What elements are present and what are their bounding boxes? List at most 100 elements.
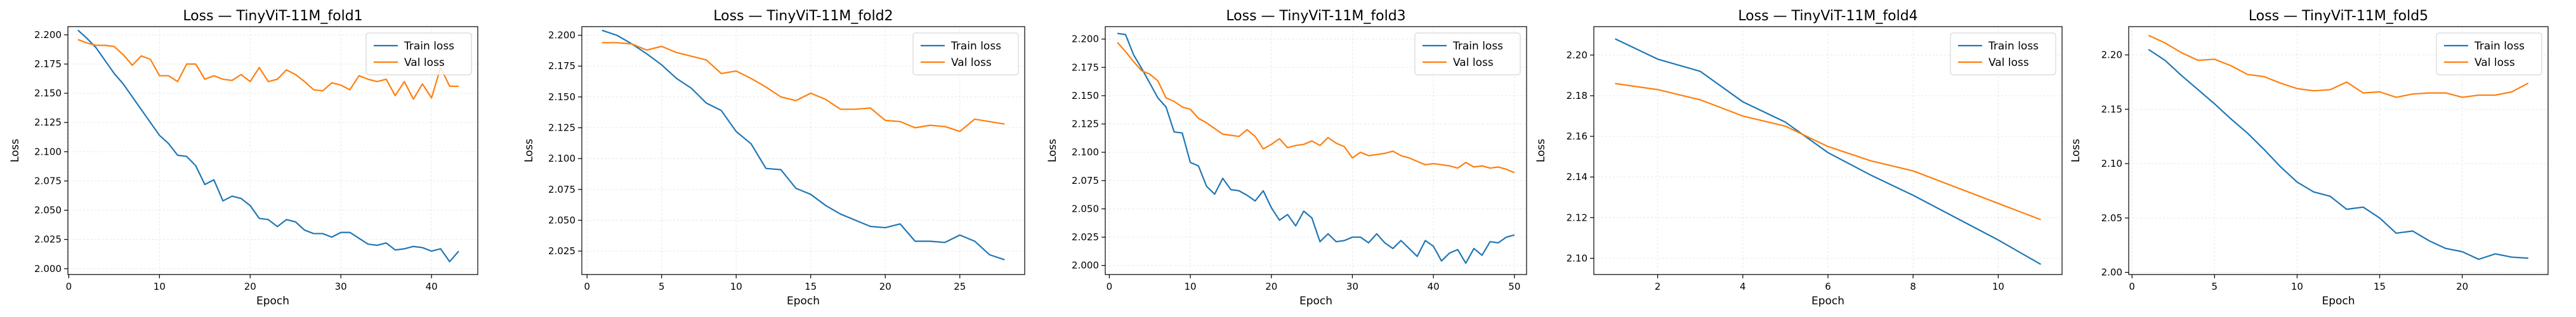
x-axis-label: Epoch — [256, 295, 289, 307]
chart-panel: 0 10 20 30 40 50 2.000 2.025 2.050 2.075 2.100 2.12… — [1046, 8, 1527, 307]
y-tick-label: 2.100 — [1072, 146, 1099, 158]
legend-label: Train loss — [1452, 40, 1503, 53]
legend: Train loss Val loss — [2436, 32, 2542, 75]
x-tick-label: 5 — [2212, 281, 2218, 292]
chart-panel: 0 10 20 30 40 2.000 2.025 2.050 2.075 2.100 2.125 2… — [9, 8, 478, 307]
x-axis-label: Epoch — [1299, 295, 1332, 307]
x-tick-label: 0 — [2129, 281, 2135, 292]
legend-box — [912, 32, 1019, 75]
y-tick-label: 2.05 — [2101, 212, 2122, 224]
x-tick-label: 10 — [730, 281, 742, 292]
chart-panel: 2 4 6 8 10 2.10 2.12 2.14 2.16 2.18 2.20 Loss — Tin… — [1535, 8, 2063, 307]
x-tick-label: 40 — [426, 281, 438, 292]
x-axis-label: Epoch — [787, 295, 820, 307]
plot-frame — [1593, 26, 2063, 275]
val-loss-line — [77, 39, 459, 100]
chart-title: Loss — TinyViT-11M_fold4 — [1738, 8, 1917, 24]
legend-label: Train loss — [950, 40, 1001, 53]
train-loss-line — [2148, 49, 2528, 261]
y-axis-label: Loss — [523, 139, 536, 162]
y-tick-label: 2.000 — [1072, 260, 1099, 271]
y-tick-label: 2.125 — [548, 122, 575, 134]
plot-frame — [2128, 26, 2549, 275]
y-tick-label: 2.150 — [548, 91, 575, 103]
y-tick-label: 2.125 — [1072, 119, 1099, 130]
y-tick-label: 2.100 — [548, 153, 575, 164]
val-loss-line — [1117, 42, 1515, 174]
x-tick-label: 0 — [66, 281, 72, 292]
x-tick-label: 10 — [1992, 281, 2004, 292]
x-tick-label: 15 — [2374, 281, 2386, 292]
x-tick-label: 30 — [1346, 281, 1358, 292]
x-tick-label: 10 — [154, 281, 166, 292]
x-tick-label: 0 — [1107, 281, 1113, 292]
plot-frame — [581, 26, 1025, 275]
x-tick-label: 10 — [2291, 281, 2303, 292]
x-tick-label: 50 — [1508, 281, 1520, 292]
val-loss-line — [2148, 34, 2529, 98]
x-tick-label: 2 — [1655, 281, 1661, 292]
y-axis-label: Loss — [2070, 139, 2082, 162]
y-tick-label: 2.12 — [1567, 212, 1587, 223]
legend-label: Train loss — [2474, 40, 2525, 53]
legend-box — [2436, 32, 2542, 75]
y-tick-label: 2.15 — [2101, 103, 2122, 115]
x-tick-label: 40 — [1428, 281, 1440, 292]
y-tick-label: 2.025 — [34, 234, 62, 245]
x-axis-label: Epoch — [2322, 295, 2355, 307]
x-tick-label: 0 — [584, 281, 590, 292]
val-loss-line — [1615, 82, 2041, 221]
train-loss-line — [1117, 32, 1515, 264]
train-loss-line — [1615, 38, 2041, 265]
y-tick-label: 2.075 — [1072, 175, 1099, 186]
legend-label: Val loss — [2474, 56, 2515, 69]
chart-panel: 0 5 10 15 20 2.00 2.05 2.10 2.15 2.20 Loss — TinyV… — [2070, 8, 2549, 307]
x-tick-label: 20 — [244, 281, 256, 292]
y-tick-label: 2.050 — [548, 214, 575, 226]
y-tick-label: 2.050 — [34, 205, 62, 216]
y-tick-label: 2.100 — [34, 146, 62, 157]
y-axis-label: Loss — [1046, 139, 1059, 162]
y-tick-label: 2.050 — [1072, 203, 1099, 214]
legend-box — [1414, 32, 1521, 75]
y-tick-label: 2.150 — [1072, 90, 1099, 101]
x-tick-label: 8 — [1910, 281, 1916, 292]
legend-box — [1950, 32, 2056, 75]
y-tick-label: 2.175 — [548, 60, 575, 72]
y-axis-label: Loss — [1535, 139, 1548, 162]
y-tick-label: 2.125 — [34, 117, 62, 128]
y-tick-label: 2.025 — [1072, 231, 1099, 243]
y-tick-label: 2.150 — [34, 87, 62, 99]
x-tick-label: 30 — [335, 281, 347, 292]
y-tick-label: 2.175 — [34, 58, 62, 70]
legend: Train loss Val loss — [1950, 32, 2056, 75]
x-tick-label: 5 — [659, 281, 665, 292]
legend-label: Train loss — [404, 40, 454, 53]
x-tick-label: 4 — [1740, 281, 1746, 292]
train-loss-line — [77, 29, 459, 262]
y-tick-label: 2.10 — [2101, 158, 2122, 169]
x-axis-label: Epoch — [1811, 295, 1844, 307]
y-tick-label: 2.14 — [1567, 171, 1587, 183]
y-tick-label: 2.20 — [1567, 49, 1587, 61]
y-tick-label: 2.20 — [2101, 49, 2122, 61]
y-tick-label: 2.000 — [34, 263, 62, 275]
chart-panel: 0 5 10 15 20 25 2.025 2.050 2.075 2.100 2.125 2.150… — [523, 8, 1025, 307]
y-tick-label: 2.200 — [34, 29, 62, 41]
y-tick-label: 2.075 — [34, 175, 62, 186]
legend-label: Train loss — [1988, 40, 2039, 53]
x-tick-label: 20 — [879, 281, 891, 292]
y-tick-label: 2.10 — [1567, 252, 1587, 264]
y-tick-label: 2.16 — [1567, 131, 1587, 142]
y-axis-label: Loss — [9, 139, 22, 162]
y-tick-label: 2.200 — [548, 30, 575, 41]
legend-label: Val loss — [1988, 56, 2029, 69]
x-tick-label: 20 — [2456, 281, 2468, 292]
x-tick-label: 6 — [1825, 281, 1831, 292]
y-tick-label: 2.175 — [1072, 61, 1099, 73]
chart-title: Loss — TinyViT-11M_fold1 — [183, 8, 362, 24]
legend-label: Val loss — [404, 56, 445, 69]
x-tick-label: 25 — [954, 281, 966, 292]
legend: Train loss Val loss — [365, 32, 472, 75]
